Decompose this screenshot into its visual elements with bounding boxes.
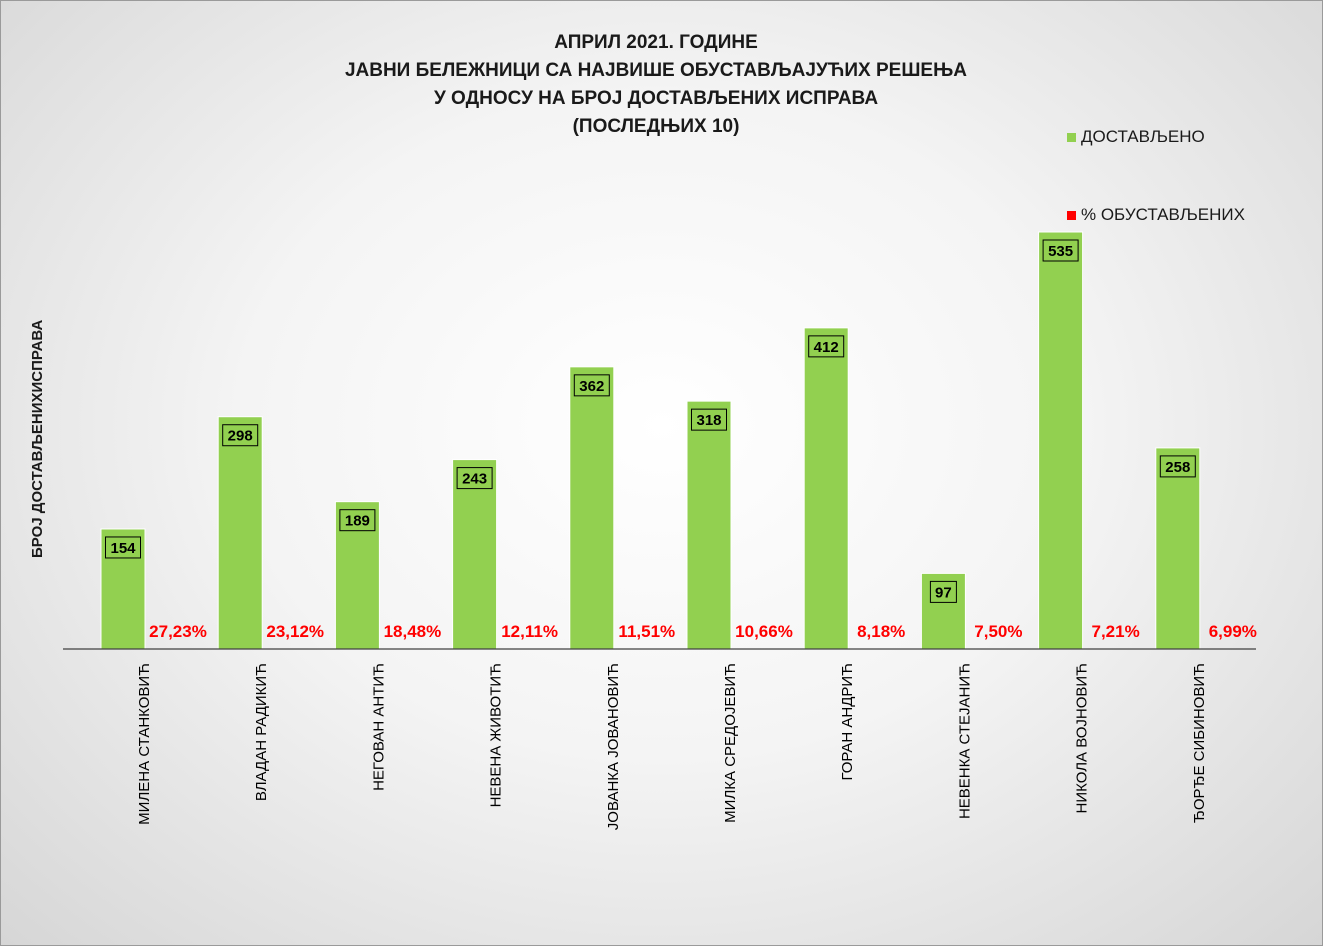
x-tick-label: ЈОВАНКА ЈОВАНОВИЋ <box>605 663 622 830</box>
data-label-box <box>456 467 493 490</box>
bar-delivered <box>803 327 849 650</box>
data-label-percent: 12,11% <box>501 622 558 641</box>
data-label-box <box>929 580 957 603</box>
x-tick-label: ГОРАН АНДРИЋ <box>839 663 856 781</box>
legend-item-suspended: % ОБУСТАВЉЕНИХ <box>1067 205 1245 225</box>
data-label-delivered: 258 <box>1165 459 1190 476</box>
legend-item-delivered: ДОСТАВЉЕНО <box>1067 127 1205 147</box>
title-line-2: ЈАВНИ БЕЛЕЖНИЦИ СА НАЈВИШЕ ОБУСТАВЉАЈУЋИ… <box>344 60 968 81</box>
data-label-delivered: 362 <box>579 378 604 395</box>
x-tick-label: МИЛЕНА СТАНКОВИЋ <box>136 663 153 825</box>
bar-delivered <box>686 400 732 650</box>
data-label-delivered: 97 <box>935 584 952 601</box>
data-label-delivered: 243 <box>462 471 487 488</box>
legend-label-suspended: % ОБУСТАВЉЕНИХ <box>1081 205 1245 224</box>
data-label-box <box>1159 455 1196 478</box>
data-label-box <box>339 509 376 532</box>
title-line-3: У ОДНОСУ НА БРОЈ ДОСТАВЉЕНИХ ИСПРАВА <box>433 88 879 109</box>
data-label-delivered: 535 <box>1048 243 1073 260</box>
title-line-1: АПРИЛ 2021. ГОДИНЕ <box>554 32 758 53</box>
legend-swatch-suspended <box>1067 210 1076 220</box>
data-label-box <box>222 424 259 447</box>
data-label-percent: 8,18% <box>857 622 905 641</box>
data-label-percent: 10,66% <box>735 622 793 641</box>
data-label-box <box>691 408 727 431</box>
data-label-box <box>105 536 141 559</box>
bar-delivered <box>1155 447 1201 650</box>
bar-delivered <box>569 366 615 650</box>
x-tick-label: НЕГОВАН АНТИЋ <box>370 663 387 791</box>
data-label-percent: 18,48% <box>384 622 442 641</box>
data-label-percent: 7,21% <box>1091 622 1139 641</box>
data-label-box <box>808 335 845 358</box>
data-label-delivered: 189 <box>345 513 370 530</box>
x-tick-label: НЕВЕНКА СТЕЈАНИЋ <box>956 663 973 819</box>
x-tick-label: ЂОРЂЕ СИБИНОВИЋ <box>1191 663 1208 823</box>
bar-delivered <box>1038 231 1084 650</box>
data-label-box <box>573 374 610 397</box>
data-label-delivered: 412 <box>814 339 839 356</box>
x-tick-label: НИКОЛА ВОЈНОВИЋ <box>1074 663 1091 813</box>
legend-label-delivered: ДОСТАВЉЕНО <box>1081 127 1205 146</box>
bar-delivered <box>217 416 263 650</box>
data-label-percent: 23,12% <box>266 622 324 641</box>
title-line-4: (ПОСЛЕДЊИХ 10) <box>572 116 740 137</box>
data-label-delivered: 318 <box>696 412 721 429</box>
data-label-delivered: 298 <box>228 428 253 445</box>
data-label-percent: 27,23% <box>149 622 207 641</box>
chart-title: АПРИЛ 2021. ГОДИНЕ ЈАВНИ БЕЛЕЖНИЦИ СА НА… <box>301 29 1011 141</box>
data-label-percent: 7,50% <box>974 622 1022 641</box>
legend-swatch-delivered <box>1067 132 1076 142</box>
x-tick-label: НЕВЕНА ЖИВОТИЋ <box>488 663 505 807</box>
x-tick-label: МИЛКА СРЕДОЈЕВИЋ <box>722 663 739 823</box>
data-label-box <box>1042 239 1079 262</box>
x-tick-label: ВЛАДАН РАДИКИЋ <box>253 663 270 801</box>
data-label-percent: 6,99% <box>1209 622 1257 641</box>
data-label-delivered: 154 <box>110 540 136 557</box>
data-label-percent: 11,51% <box>618 622 675 641</box>
bar-delivered <box>452 459 498 650</box>
